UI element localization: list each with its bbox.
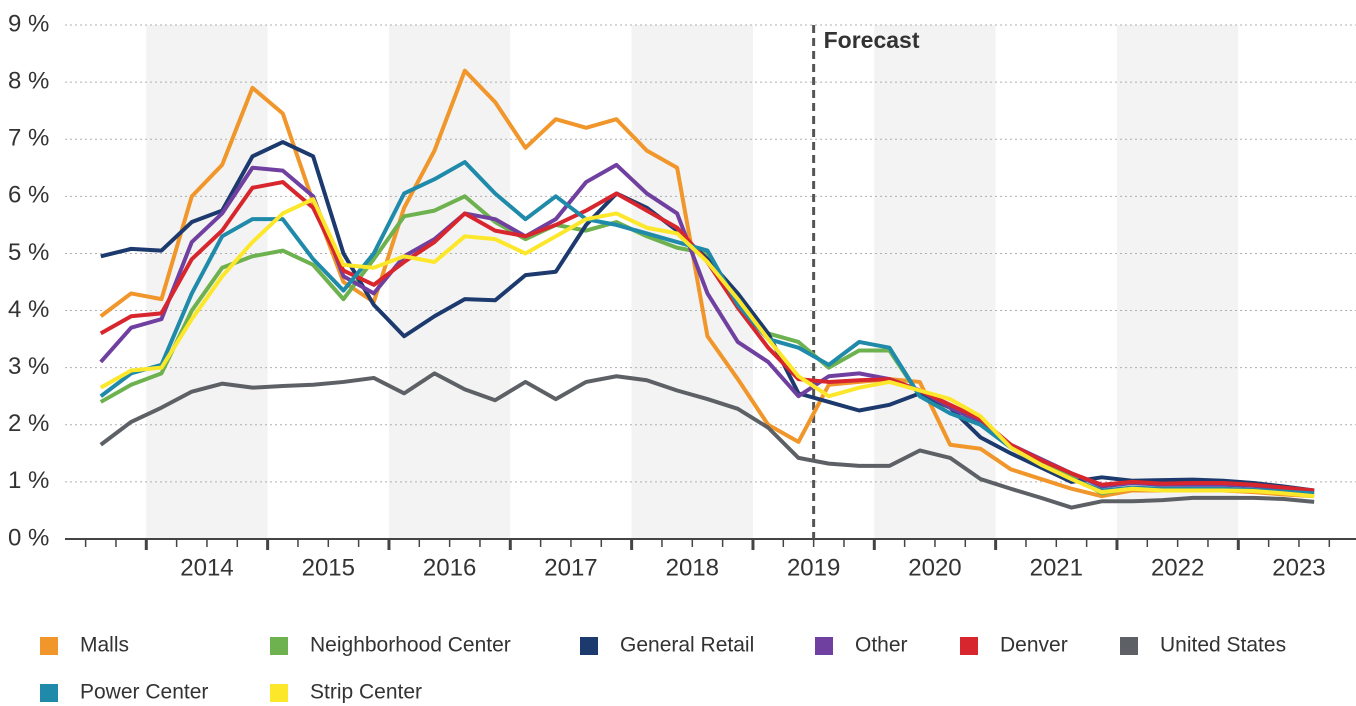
y-tick-label: 7 % — [8, 125, 49, 152]
legend-label: Strip Center — [310, 681, 422, 704]
legend-label: United States — [1160, 634, 1286, 657]
x-tick-label: 2019 — [787, 554, 840, 581]
y-tick-label: 4 % — [8, 296, 49, 323]
y-tick-label: 0 % — [8, 524, 49, 551]
forecast-label: Forecast — [824, 27, 920, 53]
x-tick-label: 2014 — [180, 554, 233, 581]
year-band — [874, 25, 996, 539]
series-line — [99, 371, 1315, 510]
legend-swatch — [40, 637, 58, 655]
x-tick-label: 2023 — [1272, 554, 1325, 581]
legend-label: Other — [855, 634, 908, 657]
y-tick-label: 6 % — [8, 182, 49, 209]
legend-label: General Retail — [620, 634, 754, 657]
x-tick-label: 2018 — [666, 554, 719, 581]
y-tick-label: 1 % — [8, 467, 49, 494]
x-tick-label: 2016 — [423, 554, 476, 581]
x-tick-label: 2022 — [1151, 554, 1204, 581]
legend-swatch — [40, 684, 58, 702]
legend-label: Malls — [80, 634, 129, 657]
year-band — [1116, 25, 1239, 539]
x-tick-label: 2020 — [908, 554, 961, 581]
x-tick-label: 2015 — [302, 554, 355, 581]
y-tick-label: 3 % — [8, 353, 49, 380]
y-tick-label: 5 % — [8, 239, 49, 266]
y-tick-label: 8 % — [8, 67, 49, 94]
legend-swatch — [1120, 637, 1138, 655]
y-tick-label: 9 % — [8, 10, 49, 37]
legend-label: Denver — [1000, 634, 1068, 657]
legend-swatch — [270, 684, 288, 702]
legend-swatch — [270, 637, 288, 655]
year-band — [388, 25, 511, 539]
legend-label: Power Center — [80, 681, 208, 704]
legend-swatch — [815, 637, 833, 655]
series-line — [99, 197, 1315, 499]
x-tick-label: 2017 — [544, 554, 597, 581]
legend-label: Neighborhood Center — [310, 634, 511, 657]
year-band — [631, 25, 753, 539]
series-line — [99, 68, 1315, 499]
legend-swatch — [960, 637, 978, 655]
legend-swatch — [580, 637, 598, 655]
x-tick-label: 2021 — [1030, 554, 1083, 581]
y-tick-label: 2 % — [8, 410, 49, 437]
